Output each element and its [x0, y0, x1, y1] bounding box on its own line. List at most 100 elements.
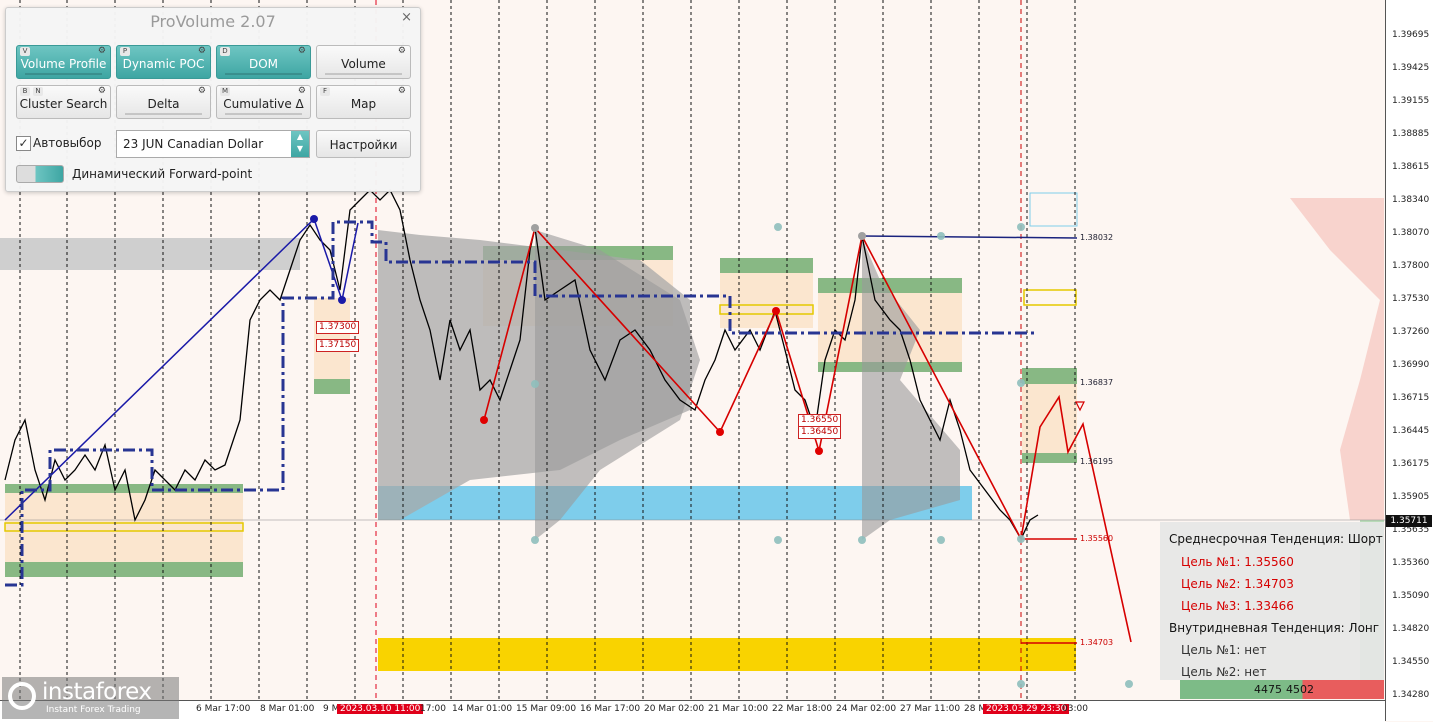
price-axis[interactable]: 1.39695 1.39425 1.39155 1.38885 1.38615 …: [1385, 0, 1433, 721]
price-tick: 1.37800: [1392, 261, 1430, 271]
hotkey-badge: P: [120, 47, 130, 56]
gear-icon[interactable]: ⚙: [97, 46, 106, 56]
price-tick: 1.35360: [1392, 558, 1430, 568]
gear-icon[interactable]: ⚙: [397, 86, 406, 96]
intraday-trend-title: Внутридневная Тенденция: Лонг: [1169, 621, 1380, 635]
intra-target-2: Цель №2: нет: [1181, 665, 1267, 679]
logo-icon: [8, 682, 36, 710]
button-label: Volume: [341, 57, 386, 71]
price-tick: 1.35905: [1392, 492, 1430, 502]
price-tick: 1.38885: [1392, 129, 1430, 139]
intra-target-1: Цель №1: нет: [1181, 643, 1267, 657]
price-tick: 1.36715: [1392, 393, 1430, 403]
settings-button[interactable]: Настройки: [316, 130, 411, 158]
delta-button[interactable]: ⚙ Delta: [116, 85, 211, 119]
auto-select-checkbox[interactable]: ✓: [16, 136, 31, 151]
time-label: 20 Mar 02:00: [644, 704, 705, 714]
volume-button[interactable]: ⚙ Volume: [316, 45, 411, 79]
price-tick: 1.38070: [1392, 228, 1430, 238]
price-tick: 1.38340: [1392, 195, 1430, 205]
dynamic-poc-line: [5, 220, 1036, 587]
gear-icon[interactable]: ⚙: [297, 46, 306, 56]
hotkey-badge: D: [220, 47, 230, 56]
price-tick: 1.34280: [1392, 690, 1430, 700]
time-label: 9 M: [323, 704, 340, 714]
gear-icon[interactable]: ⚙: [197, 46, 206, 56]
level-tag-2: 1.37150: [316, 339, 360, 352]
price-tick: 1.36445: [1392, 426, 1430, 436]
time-label: 16 Mar 17:00: [580, 704, 641, 714]
gear-icon[interactable]: ⚙: [197, 86, 206, 96]
vah-left: [5, 484, 243, 493]
time-label: 27 Mar 11:00: [900, 704, 961, 714]
dom-button[interactable]: D ⚙ DOM: [216, 45, 311, 79]
mid-trend-title: Среднесрочная Тенденция: Шорт: [1169, 532, 1383, 546]
gear-icon[interactable]: ⚙: [397, 46, 406, 56]
time-label-highlight: 2023.03.10 11:00: [337, 704, 424, 714]
level-tag-1: 1.37300: [316, 321, 360, 334]
time-axis[interactable]: 6 Mar 17:00 8 Mar 01:00 9 M 2023.03.10 1…: [0, 700, 1385, 722]
provolume-panel[interactable]: ProVolume 2.07 × V ⚙ Volume Profile P ⚙ …: [5, 7, 421, 192]
gear-icon[interactable]: ⚙: [97, 86, 106, 96]
instrument-select[interactable]: 23 JUN Canadian Dollar ▲ ▼: [116, 130, 310, 158]
dynamic-poc-button[interactable]: P ⚙ Dynamic POC: [116, 45, 211, 79]
price-chart[interactable]: [0, 0, 1385, 700]
button-label: Cumulative Δ: [223, 97, 304, 111]
level-label-2: 1.36837: [1080, 378, 1114, 387]
price-tick: 1.35635: [1392, 525, 1430, 535]
spinner-icon[interactable]: ▲ ▼: [291, 131, 309, 157]
button-label: Volume Profile: [20, 57, 107, 71]
time-label-highlight: 2023.03.29 23:30: [983, 704, 1070, 714]
price-tick: 1.35090: [1392, 591, 1430, 601]
logo-tagline: Instant Forex Trading: [46, 705, 141, 715]
panel-title: ProVolume 2.07: [150, 12, 276, 31]
cluster-search-button[interactable]: B N ⚙ Cluster Search: [16, 85, 111, 119]
trend-info-box: Среднесрочная Тенденция: Шорт Цель №1: 1…: [1160, 522, 1384, 680]
price-tick: 1.36990: [1392, 360, 1430, 370]
time-label: 14 Mar 01:00: [452, 704, 513, 714]
button-label: DOM: [248, 57, 279, 71]
level-label-4: 1.35560: [1080, 534, 1114, 543]
mid-target-3: Цель №3: 1.33466: [1181, 599, 1294, 613]
logo-brand: instaforex: [42, 679, 152, 705]
time-label: 24 Mar 02:00: [836, 704, 897, 714]
level-label-3: 1.36195: [1080, 457, 1114, 466]
level-label-5: 1.34703: [1080, 638, 1114, 647]
volume-profile-button[interactable]: V ⚙ Volume Profile: [16, 45, 111, 79]
hotkey-badge: B: [20, 87, 30, 96]
price-tick: 1.39425: [1392, 63, 1430, 73]
cumulative-delta-button[interactable]: M ⚙ Cumulative Δ: [216, 85, 311, 119]
time-label: 15 Mar 09:00: [516, 704, 577, 714]
price-tick: 1.38615: [1392, 162, 1430, 172]
volume-balance-bar: 4475 4502: [1180, 680, 1384, 699]
price-tick: 1.37260: [1392, 327, 1430, 337]
instaforex-logo: instaforex Instant Forex Trading: [2, 677, 179, 719]
time-label: 22 Mar 18:00: [772, 704, 833, 714]
price-tick: 1.36175: [1392, 459, 1430, 469]
price-tick: 1.34820: [1392, 624, 1430, 634]
time-label: 17:00: [420, 704, 446, 714]
button-label: Cluster Search: [19, 97, 108, 111]
buy-volume: 4475: [1254, 683, 1282, 696]
instrument-value: 23 JUN Canadian Dollar: [123, 137, 264, 151]
wave-pattern: [483, 226, 1132, 643]
price-tick: 1.39695: [1392, 30, 1430, 40]
forward-point-toggle[interactable]: [16, 165, 64, 183]
button-label: Map: [350, 97, 377, 111]
grey-zone: [0, 238, 300, 270]
time-label: 6 Mar 17:00: [196, 704, 251, 714]
time-label: 03:00: [1062, 704, 1088, 714]
button-label: Delta: [147, 97, 180, 111]
mid-target-2: Цель №2: 1.34703: [1181, 577, 1294, 591]
hotkey-badge: N: [33, 87, 43, 96]
hotkey-badge: V: [20, 47, 30, 56]
map-button[interactable]: F ⚙ Map: [316, 85, 411, 119]
price-tick: 1.37530: [1392, 294, 1430, 304]
gear-icon[interactable]: ⚙: [297, 86, 306, 96]
current-price-badge: 1.35711: [1386, 515, 1432, 527]
forward-point-label: Динамический Forward-point: [72, 167, 253, 181]
val-left: [5, 562, 243, 577]
close-icon[interactable]: ×: [401, 10, 412, 25]
target-zone-yellow: [378, 638, 1076, 671]
hotkey-badge: F: [320, 87, 330, 96]
